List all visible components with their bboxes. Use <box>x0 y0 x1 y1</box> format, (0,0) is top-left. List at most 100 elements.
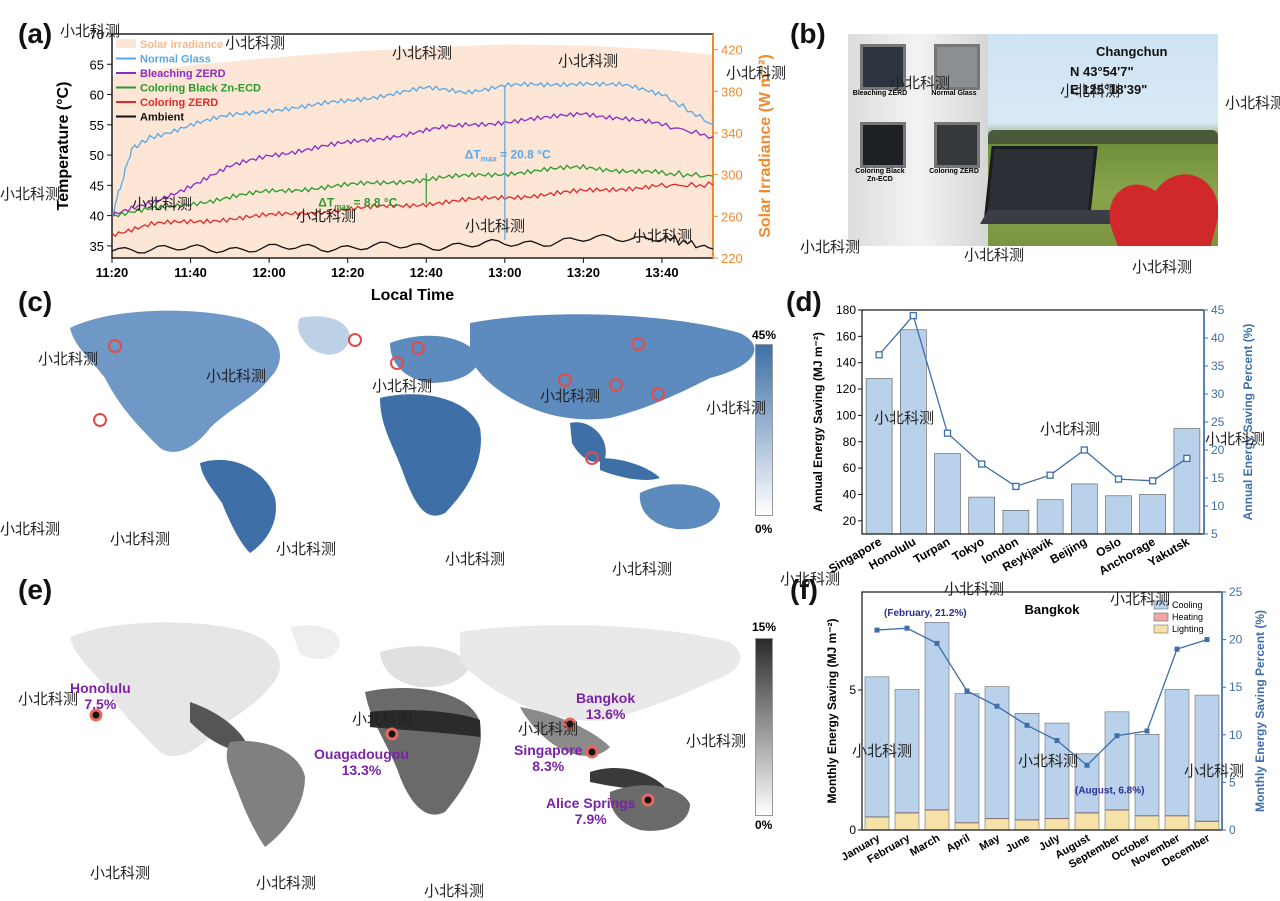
y2-tick-label: 220 <box>721 251 743 266</box>
watermark-text: 小北科测 <box>800 238 861 256</box>
bar-heating <box>925 809 949 811</box>
watermark-text: 小北科测 <box>964 246 1025 264</box>
bar-heating <box>1075 812 1099 814</box>
city-ouagadougou: Ouagadougou 13.3% <box>314 746 409 778</box>
city-markers-e <box>89 708 655 807</box>
lighting-saving-map <box>70 622 741 847</box>
y-tick-label: 20 <box>843 514 857 528</box>
watermark-text: 小北科测 <box>372 377 433 395</box>
bar-heating <box>1015 819 1039 821</box>
x-tick-label: 12:00 <box>252 265 285 280</box>
watermark-text: 小北科测 <box>256 874 317 892</box>
watermark-text: 小北科测 <box>1225 94 1280 112</box>
y2-axis-label: Annual Energy Saving Percent (%) <box>1241 324 1255 521</box>
bar-cooling <box>864 676 890 818</box>
y-axis-label: Monthly Energy Saving (MJ m⁻²) <box>825 618 839 803</box>
watermark-text: 小北科测 <box>890 74 951 92</box>
sample-label-3: Coloring Black Zn-ECD <box>855 168 905 183</box>
y-tick-label: 100 <box>836 408 856 422</box>
watermark-text: 小北科测 <box>465 217 526 235</box>
map-c-scale-min: 0% <box>755 522 773 536</box>
y-tick-label: 0 <box>849 823 856 837</box>
watermark-text: 小北科测 <box>780 570 841 588</box>
watermark-text: 小北科测 <box>518 720 579 738</box>
watermark-text: 小北科测 <box>445 550 506 568</box>
bar-Singapore <box>865 378 893 535</box>
bar-heating <box>895 812 919 814</box>
sample-normal-glass <box>934 44 980 90</box>
watermark-text: 小北科测 <box>632 227 693 245</box>
bar-heating <box>985 818 1009 819</box>
y-tick-label: 180 <box>836 303 856 317</box>
y2-tick-label: 0 <box>1229 823 1236 837</box>
bar-cooling <box>894 689 920 813</box>
percent-marker <box>1144 728 1150 734</box>
y-tick-label: 5 <box>849 683 856 697</box>
percent-marker <box>1080 446 1088 454</box>
bar-heating <box>1135 815 1159 816</box>
map-e-colorbar <box>755 638 773 816</box>
x-tick-label: June <box>1004 832 1032 855</box>
x-tick-label: 12:20 <box>331 265 364 280</box>
percent-marker <box>943 429 952 437</box>
y-tick-label: 60 <box>843 461 857 475</box>
x-tick-label: 11:40 <box>174 265 207 280</box>
series-line-4 <box>111 233 714 254</box>
watermark-text: 小北科测 <box>540 387 601 405</box>
legend-swatch <box>116 39 136 48</box>
watermark-text: 小北科测 <box>276 540 337 558</box>
series-line-1 <box>111 111 714 218</box>
watermark-text: 小北科测 <box>38 350 99 368</box>
percent-marker <box>1114 475 1123 483</box>
watermark-text: 小北科测 <box>612 560 673 578</box>
watermark-text: 小北科测 <box>225 34 286 52</box>
y2-tick-label: 260 <box>721 209 743 224</box>
percent-marker <box>964 688 970 694</box>
bar-Yakutsk <box>1173 428 1201 535</box>
x-tick-label: 13:40 <box>645 265 678 280</box>
bar-lighting <box>1164 815 1190 831</box>
sample-bleaching-zerd <box>860 44 906 90</box>
watermark-text: 小北科测 <box>874 409 935 427</box>
watermark-text: 小北科测 <box>206 367 267 385</box>
annotation-text: ΔTmax = 8.8 °C <box>318 195 397 211</box>
percent-marker <box>1012 482 1020 491</box>
city-markers <box>93 333 665 465</box>
watermark-text: 小北科测 <box>0 185 61 203</box>
x-tick-label: April <box>944 832 972 855</box>
bar-cooling <box>1104 711 1130 811</box>
x-axis-label: Local Time <box>371 287 454 304</box>
annotation-february: (February, 21.2%) <box>884 608 967 619</box>
y2-tick-label: 15 <box>1211 471 1225 485</box>
x-tick-label: May <box>978 832 1003 854</box>
watermark-text: 小北科测 <box>392 44 453 62</box>
watermark-text: 小北科测 <box>0 520 61 538</box>
percent-marker <box>1046 471 1054 479</box>
y-axis-label: Annual Energy Saving (MJ m⁻²) <box>811 332 825 512</box>
y-tick-label: 35 <box>90 239 104 254</box>
continents <box>70 310 755 553</box>
tree-line <box>988 130 1218 144</box>
legend-label: Cooling <box>1172 600 1203 610</box>
y2-tick-label: 10 <box>1229 728 1243 742</box>
x-tick-label: Beijing <box>1048 534 1090 566</box>
bar-lighting <box>894 812 920 831</box>
x-tick-label: Turpan <box>911 534 952 566</box>
watermark-text: 小北科测 <box>558 52 619 70</box>
panel-label-a: (a) <box>18 18 53 49</box>
series-line-0 <box>111 80 714 215</box>
y-tick-label: 160 <box>836 329 856 343</box>
y-tick-label: 140 <box>836 356 856 370</box>
heart-sculpture-2 <box>1138 166 1218 246</box>
y2-tick-label: 40 <box>1211 331 1225 345</box>
y-tick-label: 80 <box>843 435 857 449</box>
percent-line <box>878 314 1188 488</box>
chart-title: Bangkok <box>1025 602 1081 617</box>
percent-marker <box>934 640 940 646</box>
y2-tick-label: 45 <box>1211 303 1225 317</box>
panel-label-d: (d) <box>786 286 822 317</box>
watermark-text: 小北科测 <box>60 22 121 40</box>
y2-tick-label: 20 <box>1211 443 1225 457</box>
watermark-text: 小北科测 <box>90 864 151 882</box>
legend-label: Lighting <box>1172 624 1204 634</box>
